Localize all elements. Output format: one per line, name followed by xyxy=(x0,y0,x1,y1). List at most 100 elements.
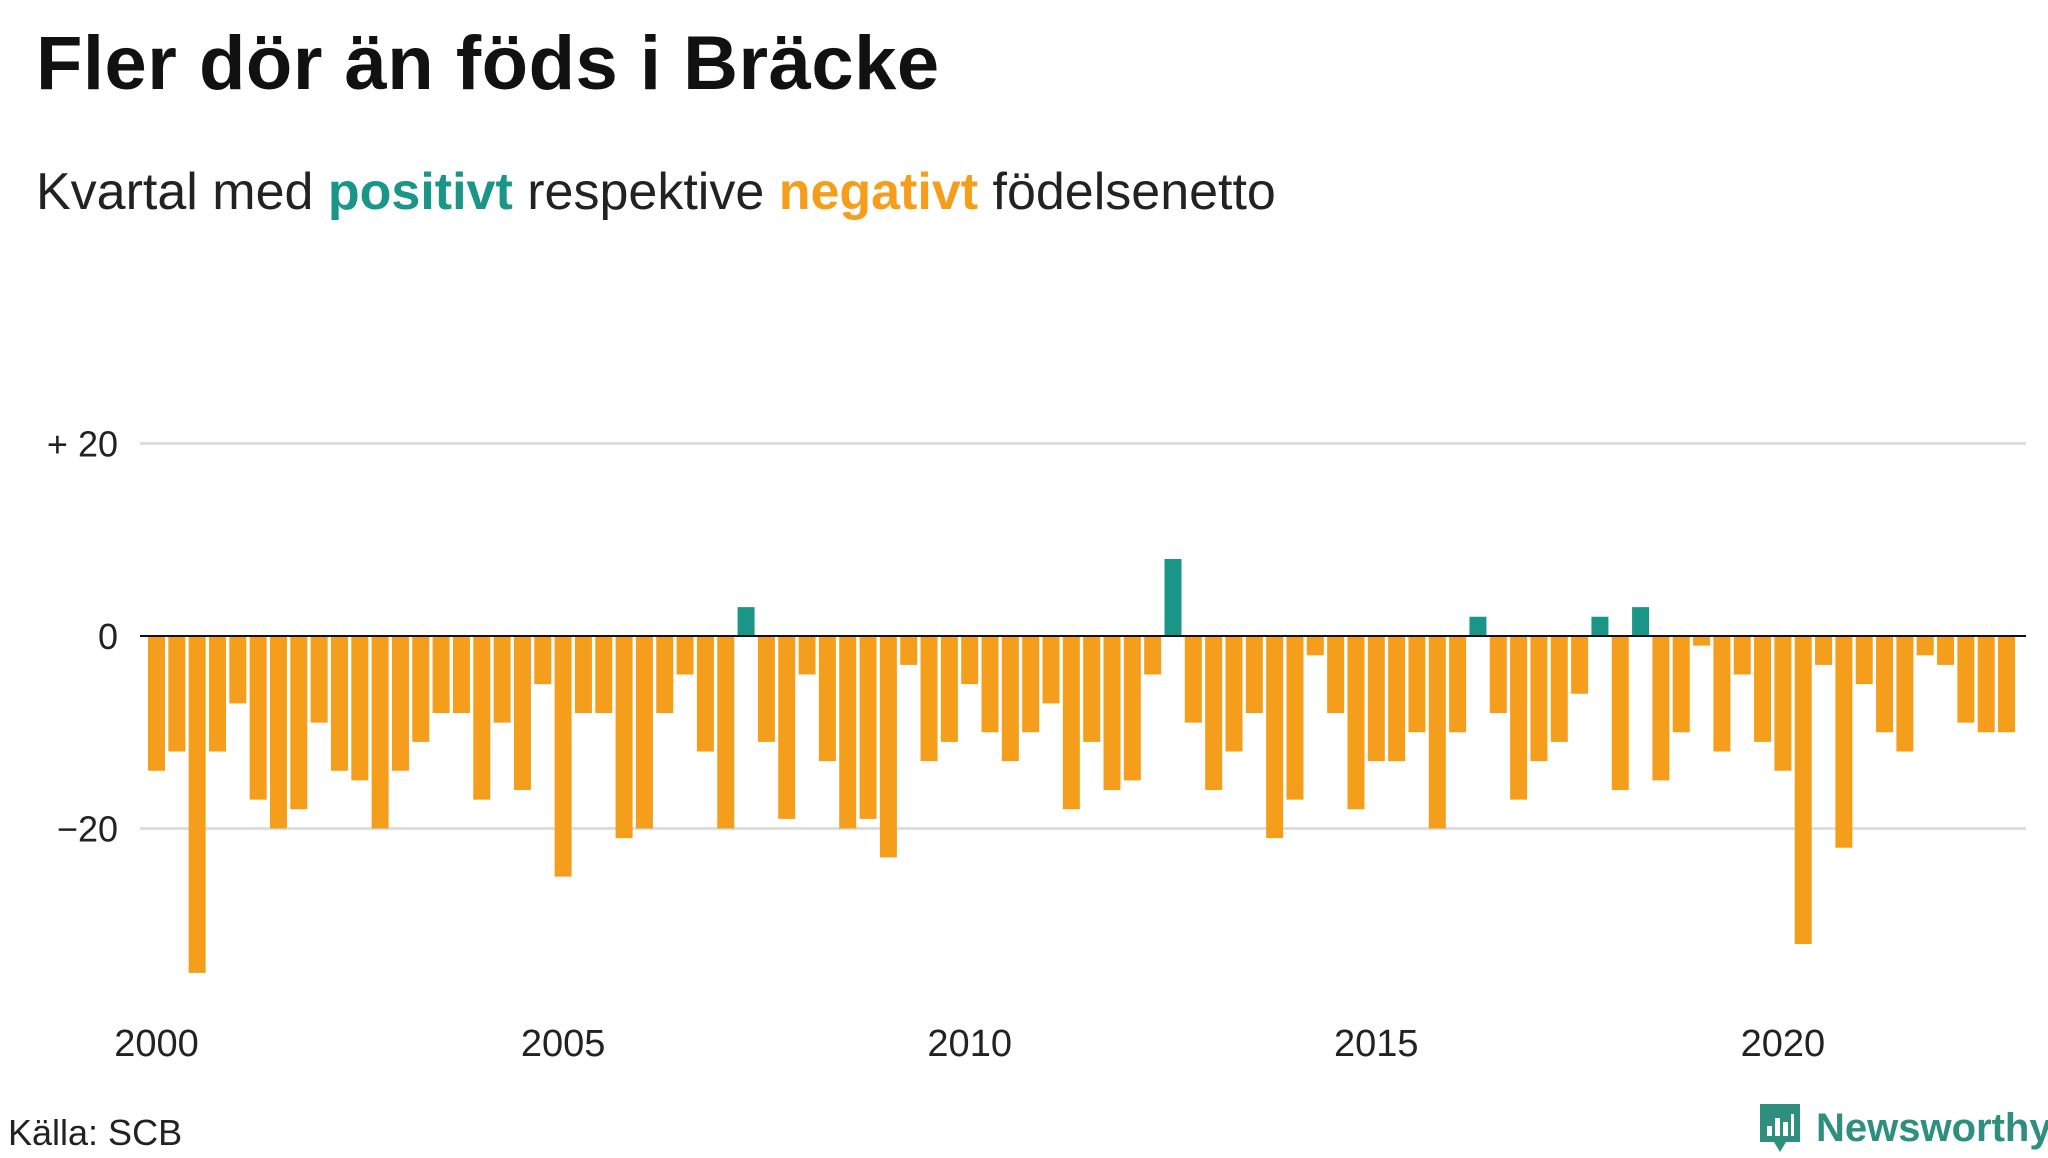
bar xyxy=(1855,636,1873,685)
axes: + 20 0 −20 2000 2005 2010 2015 2020 xyxy=(47,424,2026,1065)
bar xyxy=(1367,636,1385,762)
bar xyxy=(473,636,491,800)
bar xyxy=(1652,636,1670,781)
bar xyxy=(1062,636,1080,810)
bar xyxy=(1042,636,1060,704)
subtitle-suffix: födelsenetto xyxy=(978,163,1276,221)
bar xyxy=(208,636,226,752)
x-tick-label: 2015 xyxy=(1334,1023,1419,1065)
bar xyxy=(1123,636,1141,781)
bar xyxy=(1184,636,1202,723)
bar xyxy=(1205,636,1223,790)
subtitle-negative-label: negativt xyxy=(778,163,979,221)
bar xyxy=(1733,636,1751,675)
bar xyxy=(1022,636,1040,733)
bar xyxy=(534,636,552,685)
bar xyxy=(1998,636,2016,733)
bar xyxy=(1550,636,1568,742)
bar xyxy=(1713,636,1731,752)
x-tick-label: 2005 xyxy=(521,1023,606,1065)
x-tick-label: 2000 xyxy=(114,1023,199,1065)
chart-title: Fler dör än föds i Bräcke xyxy=(36,21,940,106)
bar xyxy=(696,636,714,752)
bar xyxy=(1611,636,1629,790)
bar xyxy=(1835,636,1853,848)
bar xyxy=(1001,636,1019,762)
bar xyxy=(1408,636,1426,733)
bar xyxy=(1896,636,1914,752)
bar xyxy=(351,636,369,781)
bar xyxy=(574,636,592,713)
bar xyxy=(1225,636,1243,752)
bar xyxy=(717,636,735,829)
bar xyxy=(391,636,409,771)
bar xyxy=(1489,636,1507,713)
bar xyxy=(1306,636,1324,656)
bar xyxy=(1815,636,1833,665)
bar xyxy=(1774,636,1792,771)
newsworthy-logo: Newsworthy xyxy=(1756,1098,2048,1158)
bar xyxy=(310,636,328,723)
bar xyxy=(371,636,389,829)
bar xyxy=(798,636,816,675)
bar xyxy=(1449,636,1467,733)
bar xyxy=(432,636,450,713)
subtitle-middle: respektive xyxy=(512,163,779,221)
bar xyxy=(330,636,348,771)
bar xyxy=(513,636,531,790)
bar xyxy=(229,636,247,704)
bar xyxy=(859,636,877,819)
bar xyxy=(900,636,918,665)
bar xyxy=(168,636,186,752)
bar xyxy=(1327,636,1345,713)
bar xyxy=(981,636,999,733)
bar xyxy=(1469,616,1487,636)
bar xyxy=(1937,636,1955,665)
bar xyxy=(493,636,511,723)
bar xyxy=(269,636,287,829)
bar xyxy=(1286,636,1304,800)
bar xyxy=(1245,636,1263,713)
bar xyxy=(656,636,674,713)
bar xyxy=(1428,636,1446,829)
grid-lines xyxy=(140,442,2026,830)
bar xyxy=(1672,636,1690,733)
bar xyxy=(290,636,308,810)
bar xyxy=(1571,636,1589,694)
brand-name: Newsworthy xyxy=(1816,1105,2048,1150)
bar xyxy=(737,607,755,637)
bar xyxy=(676,636,694,675)
bar xyxy=(635,636,653,829)
bars xyxy=(148,559,2016,973)
bar xyxy=(1794,636,1812,944)
y-tick-label: + 20 xyxy=(47,424,118,465)
bar xyxy=(554,636,572,877)
bar xyxy=(412,636,430,742)
bar xyxy=(1510,636,1528,800)
bar xyxy=(1977,636,1995,733)
bar xyxy=(940,636,958,742)
bar xyxy=(595,636,613,713)
bar xyxy=(1530,636,1548,762)
x-tick-label: 2010 xyxy=(927,1023,1012,1065)
bar xyxy=(1164,559,1182,636)
y-tick-label: −20 xyxy=(57,809,118,850)
subtitle-prefix: Kvartal med xyxy=(36,163,328,221)
bar xyxy=(1754,636,1772,742)
bar xyxy=(818,636,836,762)
bar xyxy=(961,636,979,685)
bar xyxy=(188,636,206,973)
bar xyxy=(249,636,267,800)
bar xyxy=(148,636,165,771)
chart-subtitle: Kvartal med positivt respektive negativt… xyxy=(36,162,1276,222)
bar xyxy=(1632,607,1650,637)
bar xyxy=(1083,636,1101,742)
bar xyxy=(879,636,897,858)
bar xyxy=(839,636,857,829)
bar xyxy=(1916,636,1934,656)
bar xyxy=(615,636,633,839)
bar xyxy=(1144,636,1162,675)
bar xyxy=(1103,636,1121,790)
bar xyxy=(1347,636,1365,810)
bar xyxy=(1266,636,1284,839)
